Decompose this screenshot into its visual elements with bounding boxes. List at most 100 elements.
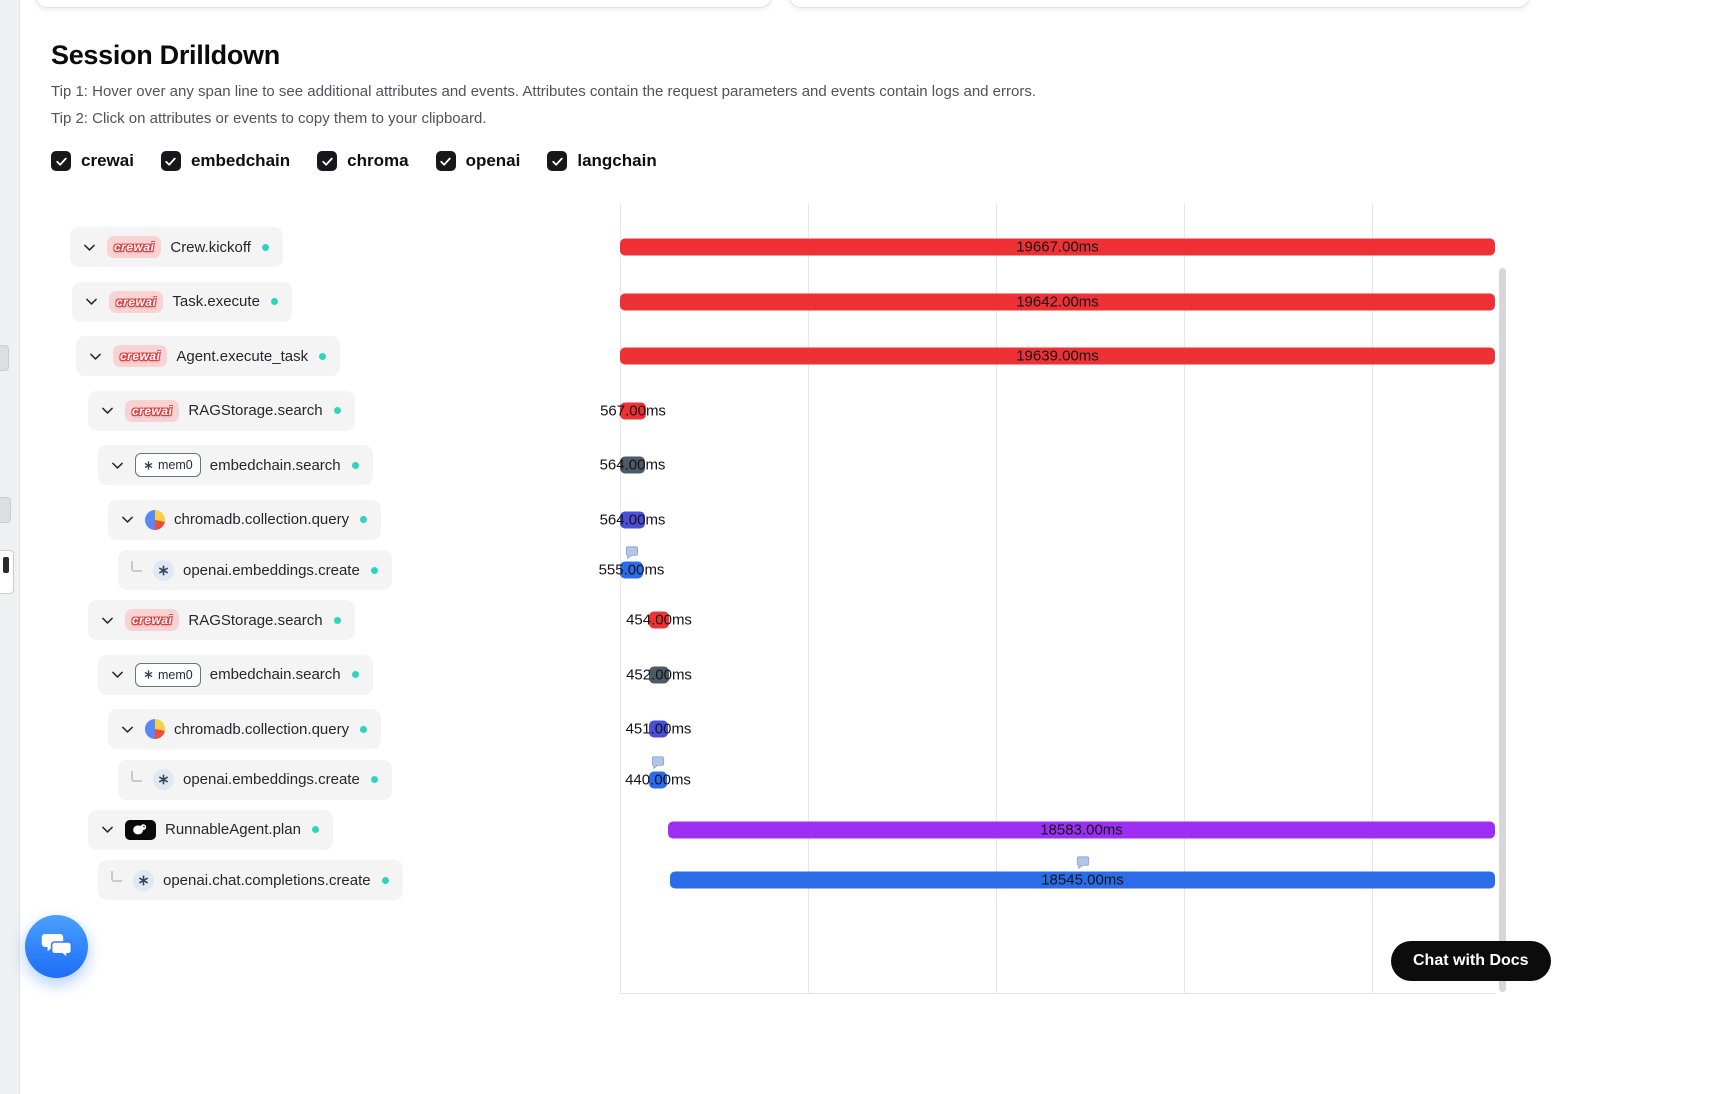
chevron-down-icon[interactable] bbox=[87, 348, 104, 365]
span-name: RAGStorage.search bbox=[188, 611, 323, 629]
span-name: RAGStorage.search bbox=[188, 402, 323, 420]
chart-scrollbar[interactable] bbox=[1499, 268, 1506, 992]
status-dot bbox=[333, 616, 341, 624]
span-label-chip[interactable]: RunnableAgent.plan bbox=[88, 809, 333, 850]
crewai-logo: crewai bbox=[113, 345, 168, 368]
span-row: crewai RAGStorage.search 567.00ms bbox=[0, 384, 1725, 439]
status-dot bbox=[351, 671, 359, 679]
filter-checkbox[interactable]: crewai bbox=[51, 151, 134, 171]
chat-bubbles-icon bbox=[41, 933, 73, 960]
filter-label: openai bbox=[465, 151, 521, 170]
span-bar[interactable] bbox=[649, 666, 669, 684]
span-label-chip[interactable]: chromadb.collection.query bbox=[108, 499, 382, 540]
crewai-logo: crewai bbox=[107, 236, 162, 259]
top-card-right bbox=[789, 0, 1530, 8]
span-name: chromadb.collection.query bbox=[174, 511, 350, 529]
mem0-glyph-icon bbox=[144, 461, 153, 470]
crewai-logo: crewai bbox=[109, 290, 164, 313]
span-bar-track: 567.00ms bbox=[600, 384, 1495, 439]
span-bar[interactable] bbox=[649, 720, 668, 738]
span-row: openai.embeddings.create 555.00ms bbox=[0, 545, 1725, 593]
branch-connector-icon bbox=[131, 770, 142, 782]
span-bar-track: 564.00ms bbox=[600, 438, 1495, 493]
checkbox-icon[interactable] bbox=[160, 151, 181, 171]
span-label-chip[interactable]: openai.embeddings.create bbox=[118, 759, 392, 800]
filter-checkbox[interactable]: embedchain bbox=[160, 151, 291, 171]
mem0-logo: mem0 bbox=[135, 453, 201, 478]
status-dot bbox=[381, 876, 389, 884]
checkbox-icon[interactable] bbox=[435, 151, 456, 171]
status-dot bbox=[333, 407, 341, 415]
check-icon bbox=[55, 157, 67, 166]
span-label-chip[interactable]: crewai Agent.execute_task bbox=[76, 336, 341, 377]
span-bar-track: 19667.00ms bbox=[620, 220, 1495, 275]
chevron-down-icon[interactable] bbox=[99, 402, 116, 419]
chevron-down-icon[interactable] bbox=[83, 293, 100, 310]
span-bar-track: 19642.00ms bbox=[620, 275, 1495, 330]
event-bubble-icon[interactable] bbox=[651, 755, 666, 775]
top-card-left bbox=[35, 0, 772, 8]
span-bar[interactable] bbox=[620, 347, 1495, 365]
span-bar[interactable] bbox=[620, 561, 643, 579]
chevron-down-icon[interactable] bbox=[119, 511, 136, 528]
chevron-down-icon[interactable] bbox=[109, 666, 126, 683]
status-dot bbox=[261, 243, 269, 251]
span-bar[interactable] bbox=[620, 293, 1495, 311]
span-bar[interactable] bbox=[620, 456, 645, 474]
chevron-down-icon[interactable] bbox=[109, 457, 126, 474]
span-label-chip[interactable]: crewai Crew.kickoff bbox=[70, 227, 283, 268]
checkbox-icon[interactable] bbox=[547, 151, 568, 171]
chat-with-docs-button[interactable]: Chat with Docs bbox=[1391, 941, 1551, 981]
span-bar-track: 18583.00ms bbox=[620, 803, 1495, 858]
checkbox-icon[interactable] bbox=[317, 151, 338, 171]
filter-checkbox[interactable]: openai bbox=[435, 151, 521, 171]
status-dot bbox=[370, 566, 378, 574]
span-bar[interactable] bbox=[620, 402, 646, 420]
partial-ui-fragment bbox=[0, 345, 9, 371]
partial-ui-fragment bbox=[0, 497, 11, 523]
event-bubble-icon[interactable] bbox=[1075, 855, 1090, 875]
chat-widget-button[interactable] bbox=[25, 915, 88, 978]
span-row: chromadb.collection.query 451.00ms bbox=[0, 702, 1725, 757]
span-label-chip[interactable]: openai.chat.completions.create bbox=[98, 860, 403, 900]
span-bar-track: 452.00ms bbox=[620, 648, 1495, 703]
span-row: openai.chat.completions.create 18545.00m… bbox=[0, 855, 1725, 903]
span-bar[interactable] bbox=[649, 611, 669, 629]
span-bar[interactable] bbox=[668, 821, 1495, 839]
chroma-logo bbox=[145, 719, 165, 740]
filter-checkbox[interactable]: chroma bbox=[317, 151, 409, 171]
span-label-chip[interactable]: openai.embeddings.create bbox=[118, 550, 392, 590]
span-row: RunnableAgent.plan 18583.00ms bbox=[0, 803, 1725, 858]
span-label-chip[interactable]: chromadb.collection.query bbox=[108, 709, 382, 750]
filter-label: embedchain bbox=[190, 151, 291, 170]
span-bar-track: 440.00ms bbox=[620, 755, 1495, 803]
span-bar[interactable] bbox=[649, 771, 667, 788]
chevron-down-icon[interactable] bbox=[99, 821, 116, 838]
branch-connector-icon bbox=[111, 871, 122, 882]
span-label-chip[interactable]: crewai RAGStorage.search bbox=[88, 600, 355, 641]
crewai-logo: crewai bbox=[125, 399, 180, 422]
chevron-down-icon[interactable] bbox=[99, 612, 116, 629]
span-row: openai.embeddings.create 440.00ms bbox=[0, 755, 1725, 803]
trace-waterfall: crewai Crew.kickoff 19667.00ms bbox=[0, 203, 1725, 903]
span-bar-track: 19639.00ms bbox=[620, 329, 1495, 384]
status-dot bbox=[360, 516, 368, 524]
span-name: Agent.execute_task bbox=[176, 347, 309, 365]
status-dot bbox=[360, 725, 368, 733]
check-icon bbox=[321, 157, 333, 166]
span-label-chip[interactable]: mem0 embedchain.search bbox=[98, 445, 373, 486]
span-bar[interactable] bbox=[620, 511, 645, 529]
span-bar-track: 555.00ms bbox=[599, 545, 1495, 593]
chevron-down-icon[interactable] bbox=[81, 239, 98, 256]
span-bar[interactable] bbox=[620, 238, 1495, 256]
event-bubble-icon[interactable] bbox=[624, 545, 639, 565]
span-bar[interactable] bbox=[670, 871, 1495, 889]
span-row: mem0 embedchain.search 564.00ms bbox=[0, 438, 1725, 493]
span-label-chip[interactable]: mem0 embedchain.search bbox=[98, 654, 373, 695]
filter-checkbox[interactable]: langchain bbox=[547, 151, 657, 171]
branch-connector-icon bbox=[131, 561, 142, 572]
span-label-chip[interactable]: crewai RAGStorage.search bbox=[88, 390, 355, 431]
span-label-chip[interactable]: crewai Task.execute bbox=[72, 281, 292, 322]
checkbox-icon[interactable] bbox=[51, 151, 71, 171]
chevron-down-icon[interactable] bbox=[119, 721, 136, 738]
